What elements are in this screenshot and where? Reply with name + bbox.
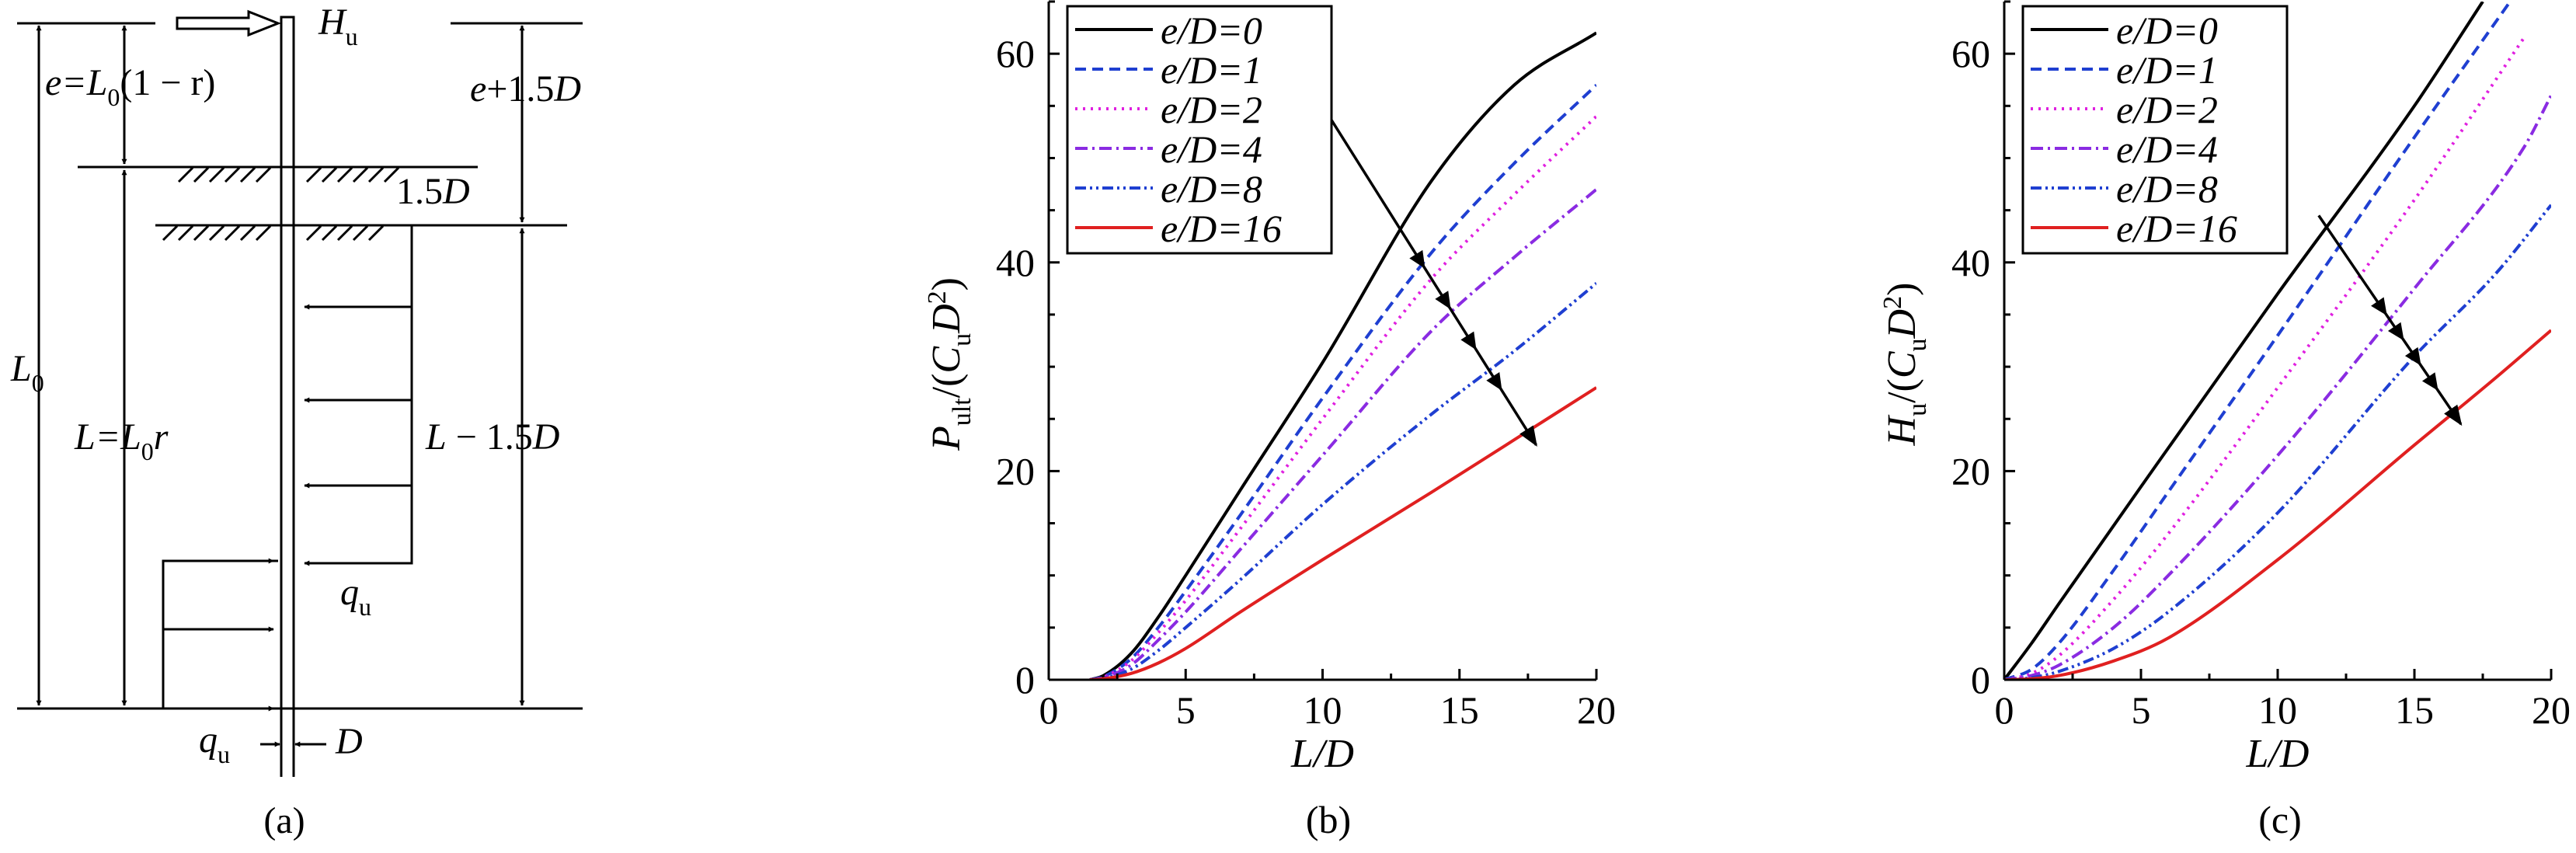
x-tick-label-1: 5 [2132, 688, 2151, 732]
series-line-1 [2004, 2, 2512, 680]
trend-arrowhead-1 [2387, 322, 2404, 341]
legend-label-5: e/D=16 [1161, 207, 1282, 250]
label-L0: L0 [10, 348, 44, 397]
y-tick-label-2: 40 [996, 241, 1035, 284]
series-line-4 [1089, 282, 1596, 680]
series-line-3 [2004, 94, 2551, 680]
label-qu-right: qu [340, 572, 371, 621]
trend-arrow [1321, 105, 1537, 447]
x-tick-label-2: 10 [1304, 688, 1342, 732]
caption-a: (a) [263, 800, 305, 841]
y-axis-label: Pult/(CuD2) [923, 277, 976, 451]
soil-reaction-right [305, 224, 413, 565]
legend-label-2: e/D=2 [2116, 88, 2218, 131]
series-line-5 [2004, 329, 2551, 680]
label-L: L=L0r [74, 416, 169, 465]
soil-reaction-left [162, 559, 278, 709]
y-tick-label-0: 0 [1971, 658, 1990, 702]
x-tick-label-0: 0 [1995, 688, 2014, 732]
y-tick-label-1: 20 [996, 449, 1035, 493]
legend-label-5: e/D=16 [2116, 207, 2237, 250]
caption-c: (c) [2258, 798, 2302, 841]
panel-a-labels: Hu e=L0(1 − r) e+1.5D 1.5D L0 L=L0r L − … [10, 2, 581, 841]
series-line-4 [2004, 204, 2551, 680]
trend-arrow [2317, 214, 2463, 426]
label-hu: Hu [318, 2, 358, 50]
legend [1066, 5, 1333, 255]
legend-label-4: e/D=8 [1161, 167, 1262, 211]
x-tick-label-0: 0 [1039, 688, 1059, 732]
legend-label-0: e/D=0 [2116, 9, 2218, 52]
label-e: e=L0(1 − r) [45, 62, 215, 111]
y-tick-label-2: 40 [1951, 241, 1990, 284]
legend-label-4: e/D=8 [2116, 167, 2218, 211]
label-L-minus-1-5D: L − 1.5D [425, 416, 559, 458]
label-D: D [335, 721, 363, 762]
legend-label-2: e/D=2 [1161, 88, 1262, 131]
trend-arrowhead-3 [1486, 372, 1502, 391]
chart-c: 0 5 10 15 200204060L/DHu/(CuD2)e/D=0e/D=1e/D… [1878, 0, 2571, 841]
legend [2021, 5, 2289, 255]
load-arrow-hu [176, 9, 282, 37]
trend-arrowhead-0 [1409, 249, 1426, 269]
legend-label-3: e/D=4 [1161, 127, 1262, 171]
legend-label-1: e/D=1 [1161, 48, 1262, 92]
x-tick-label-4: 20 [2532, 688, 2571, 732]
x-tick-label-1: 5 [1176, 688, 1196, 732]
label-qu-bottom: qu [199, 719, 230, 768]
legend-label-1: e/D=1 [2116, 48, 2218, 92]
series-line-5 [1089, 386, 1596, 680]
series-line-1 [1089, 83, 1596, 680]
y-tick-label-0: 0 [1015, 658, 1035, 702]
x-tick-label-3: 15 [2395, 688, 2434, 732]
y-tick-label-3: 60 [996, 32, 1035, 75]
trend-arrowhead-3 [2421, 372, 2438, 391]
x-tick-label-2: 10 [2258, 688, 2297, 732]
series-line-3 [1089, 188, 1596, 680]
trend-arrowhead-0 [2371, 297, 2387, 316]
series-line-0 [2004, 2, 2484, 680]
x-tick-label-4: 20 [1577, 688, 1616, 732]
y-axis-label: Hu/(CuD2) [1878, 283, 1932, 447]
label-e-plus-1-5D: e+1.5D [470, 68, 581, 110]
y-tick-label-1: 20 [1951, 449, 1990, 493]
label-1-5D: 1.5D [396, 171, 470, 212]
legend-label-0: e/D=0 [1161, 9, 1262, 52]
trend-arrowhead-2 [1460, 331, 1477, 350]
caption-b: (b) [1306, 798, 1351, 841]
y-tick-label-3: 60 [1951, 32, 1990, 75]
chart-b: 0 5 10 15 200204060L/DPult/(CuD2)e/D=0e/D=1e… [923, 0, 1616, 841]
pile [280, 16, 295, 710]
trend-arrowhead-1 [1435, 291, 1451, 310]
x-tick-label-3: 15 [1440, 688, 1479, 732]
series-line-0 [1089, 31, 1596, 680]
panel-a-diagram [17, 9, 583, 777]
x-axis-label: L/D [1290, 732, 1354, 776]
trend-arrowhead-2 [2404, 346, 2421, 366]
legend-label-3: e/D=4 [2116, 127, 2218, 171]
soil-hatch-lower [162, 225, 385, 242]
x-axis-label: L/D [2246, 732, 2310, 776]
soil-hatch-upper [177, 166, 400, 183]
